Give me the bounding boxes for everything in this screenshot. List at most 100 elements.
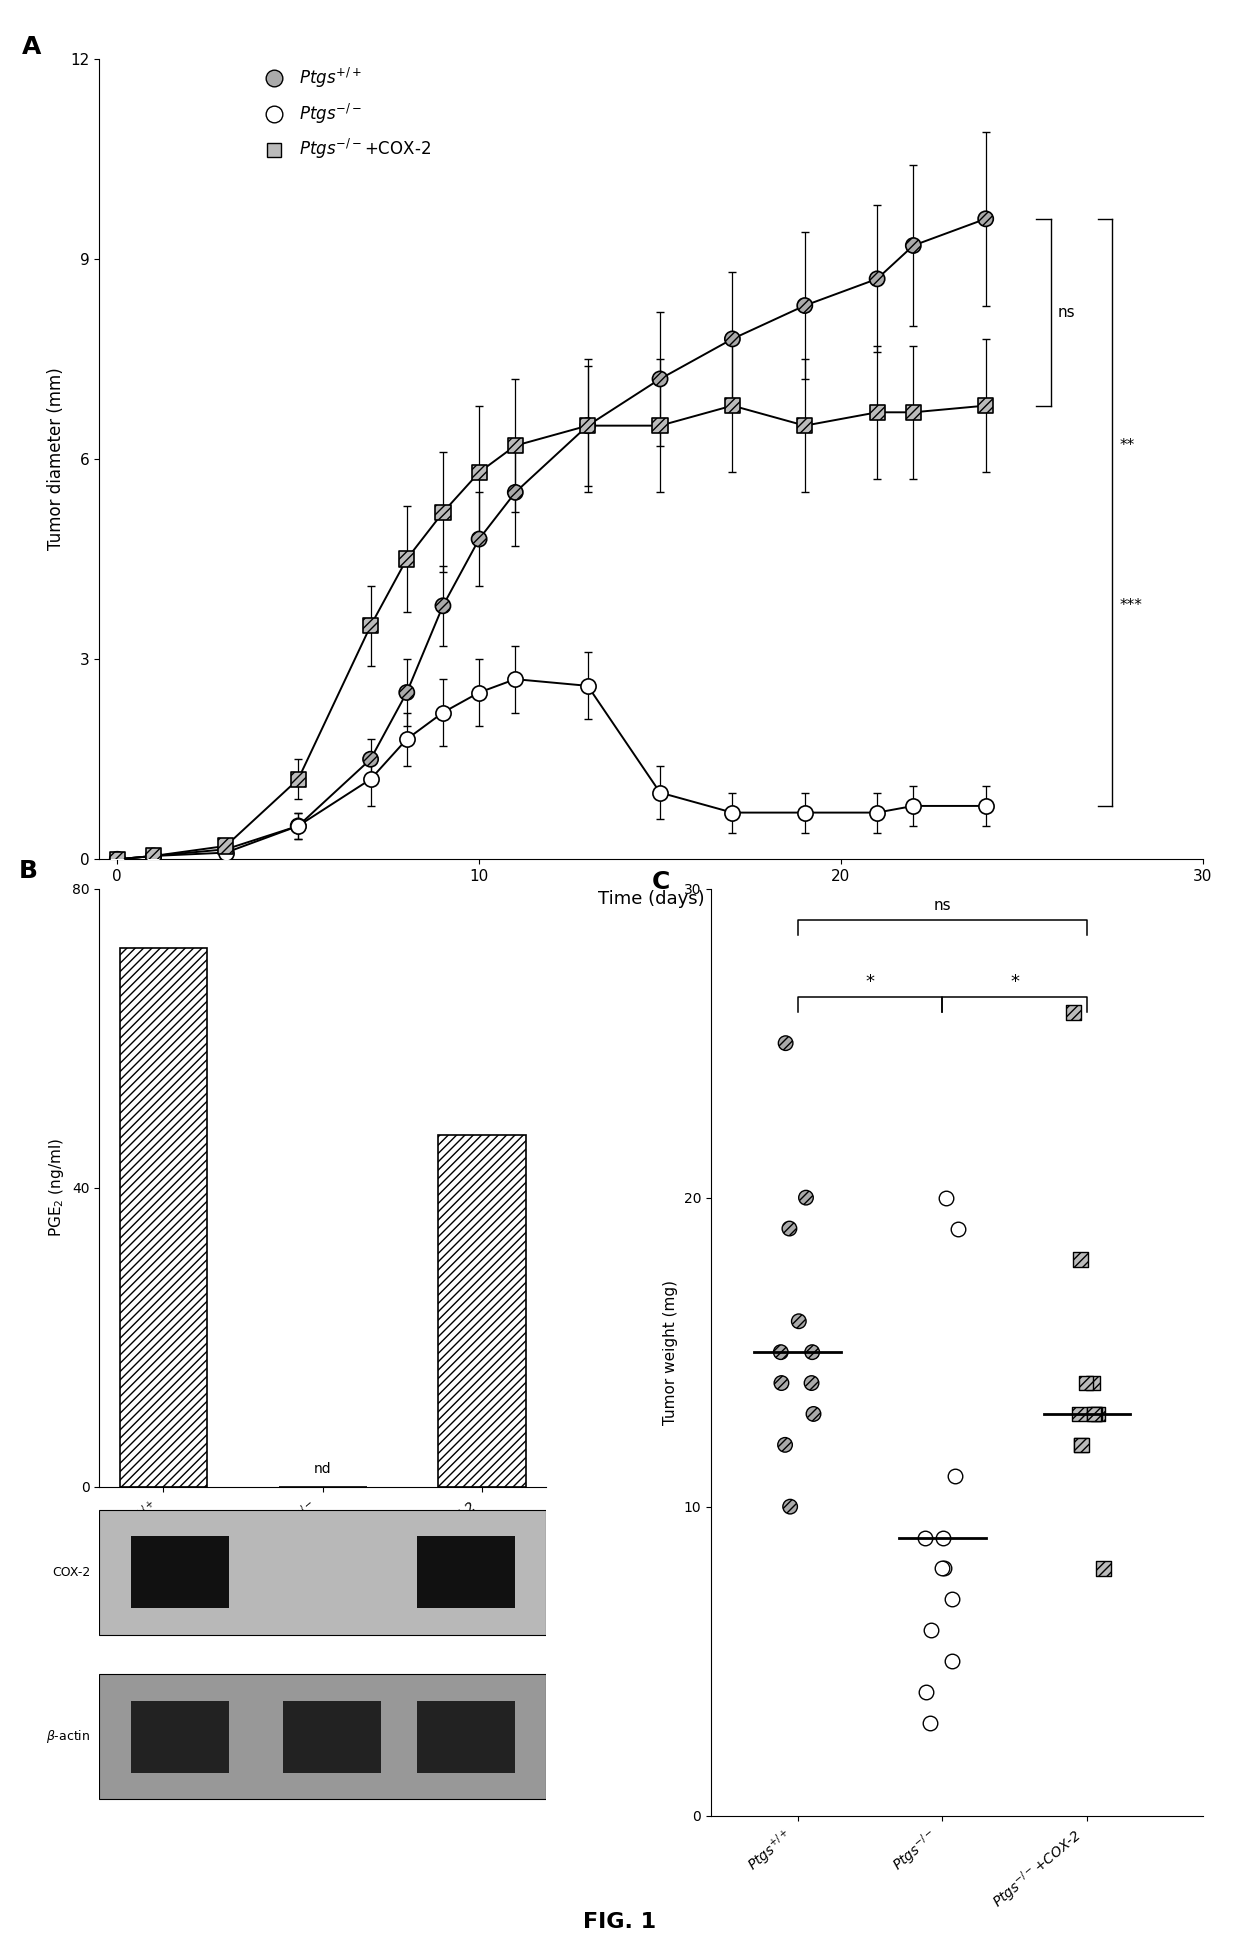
Bar xyxy=(130,1701,229,1773)
Text: FIG. 1: FIG. 1 xyxy=(584,1912,656,1932)
Point xyxy=(1087,1399,1107,1431)
Bar xyxy=(417,1701,515,1773)
Point xyxy=(216,838,236,869)
Point xyxy=(1094,1552,1114,1583)
Point xyxy=(108,843,128,875)
Point xyxy=(904,791,924,822)
Legend: $Ptgs^{+/+}$, $Ptgs^{-/-}$, $Ptgs^{-/-}$+COX-2: $Ptgs^{+/+}$, $Ptgs^{-/-}$, $Ptgs^{-/-}$… xyxy=(250,59,438,168)
Point xyxy=(216,830,236,861)
Point xyxy=(723,389,743,421)
Point xyxy=(723,323,743,354)
Text: $\beta$-actin: $\beta$-actin xyxy=(46,1728,91,1746)
Point xyxy=(216,834,236,865)
Point xyxy=(144,840,164,871)
Point xyxy=(361,744,381,775)
Point xyxy=(771,1368,791,1399)
Point xyxy=(920,1615,940,1646)
Point xyxy=(796,1182,816,1213)
Text: A: A xyxy=(22,35,41,59)
Bar xyxy=(130,1536,229,1609)
Point xyxy=(723,796,743,828)
Point xyxy=(780,1491,800,1523)
X-axis label: Time (days): Time (days) xyxy=(598,890,704,908)
Point xyxy=(920,1707,940,1738)
Y-axis label: PGE$_2$ (ng/ml): PGE$_2$ (ng/ml) xyxy=(47,1139,66,1237)
Point xyxy=(976,791,996,822)
Point xyxy=(1071,1429,1091,1460)
Text: ns: ns xyxy=(934,898,951,914)
Point xyxy=(1071,1429,1091,1460)
Bar xyxy=(119,949,207,1487)
Point xyxy=(578,409,598,440)
Point xyxy=(108,843,128,875)
Point xyxy=(361,763,381,795)
Point xyxy=(801,1368,821,1399)
Point xyxy=(771,1337,791,1368)
Point xyxy=(1070,1399,1090,1431)
Point xyxy=(802,1337,822,1368)
Point xyxy=(867,796,887,828)
Point xyxy=(795,409,815,440)
Point xyxy=(947,1213,967,1245)
Bar xyxy=(283,1701,381,1773)
Point xyxy=(650,409,670,440)
Point xyxy=(1085,1399,1105,1431)
Text: C: C xyxy=(652,871,670,894)
Text: B: B xyxy=(19,859,37,883)
Point xyxy=(780,1213,800,1245)
Point xyxy=(361,611,381,642)
Point xyxy=(469,456,489,487)
Text: nd: nd xyxy=(314,1462,331,1476)
Text: ns: ns xyxy=(1058,305,1075,319)
Point xyxy=(915,1523,935,1554)
Point xyxy=(867,262,887,294)
Point xyxy=(650,777,670,808)
Point xyxy=(795,290,815,321)
Point xyxy=(1070,1245,1090,1276)
Point xyxy=(934,1523,954,1554)
Point xyxy=(1064,996,1084,1027)
Point xyxy=(144,840,164,871)
Point xyxy=(433,591,453,622)
Point xyxy=(144,840,164,871)
Point xyxy=(775,1429,795,1460)
Point xyxy=(506,478,526,509)
Text: **: ** xyxy=(1120,438,1135,454)
Point xyxy=(578,669,598,701)
Bar xyxy=(99,1509,547,1634)
Point xyxy=(469,523,489,554)
Point xyxy=(578,409,598,440)
Point xyxy=(1083,1368,1102,1399)
Y-axis label: Tumor weight (mg): Tumor weight (mg) xyxy=(663,1280,678,1425)
Point xyxy=(433,497,453,528)
Bar xyxy=(99,1675,547,1798)
Point xyxy=(936,1182,956,1213)
Bar xyxy=(417,1536,515,1609)
Point xyxy=(945,1460,965,1491)
Point xyxy=(932,1552,952,1583)
Text: ***: *** xyxy=(1120,599,1142,613)
Point xyxy=(776,1027,796,1059)
Point xyxy=(976,204,996,235)
Point xyxy=(397,677,417,708)
Point xyxy=(904,397,924,429)
Point xyxy=(433,697,453,728)
Point xyxy=(789,1305,808,1337)
Point xyxy=(916,1677,936,1708)
Point xyxy=(941,1583,961,1615)
Point xyxy=(1084,1399,1104,1431)
Bar xyxy=(439,1135,526,1487)
Point xyxy=(795,796,815,828)
Point xyxy=(941,1646,961,1677)
Point xyxy=(506,663,526,695)
Point xyxy=(976,389,996,421)
Point xyxy=(867,397,887,429)
Text: *: * xyxy=(866,973,874,990)
Point xyxy=(650,364,670,395)
Y-axis label: Tumor diameter (mm): Tumor diameter (mm) xyxy=(47,368,64,550)
Point xyxy=(469,677,489,708)
Text: *: * xyxy=(1011,973,1019,990)
Point xyxy=(397,544,417,575)
Point xyxy=(397,724,417,755)
Text: COX-2: COX-2 xyxy=(52,1566,91,1579)
